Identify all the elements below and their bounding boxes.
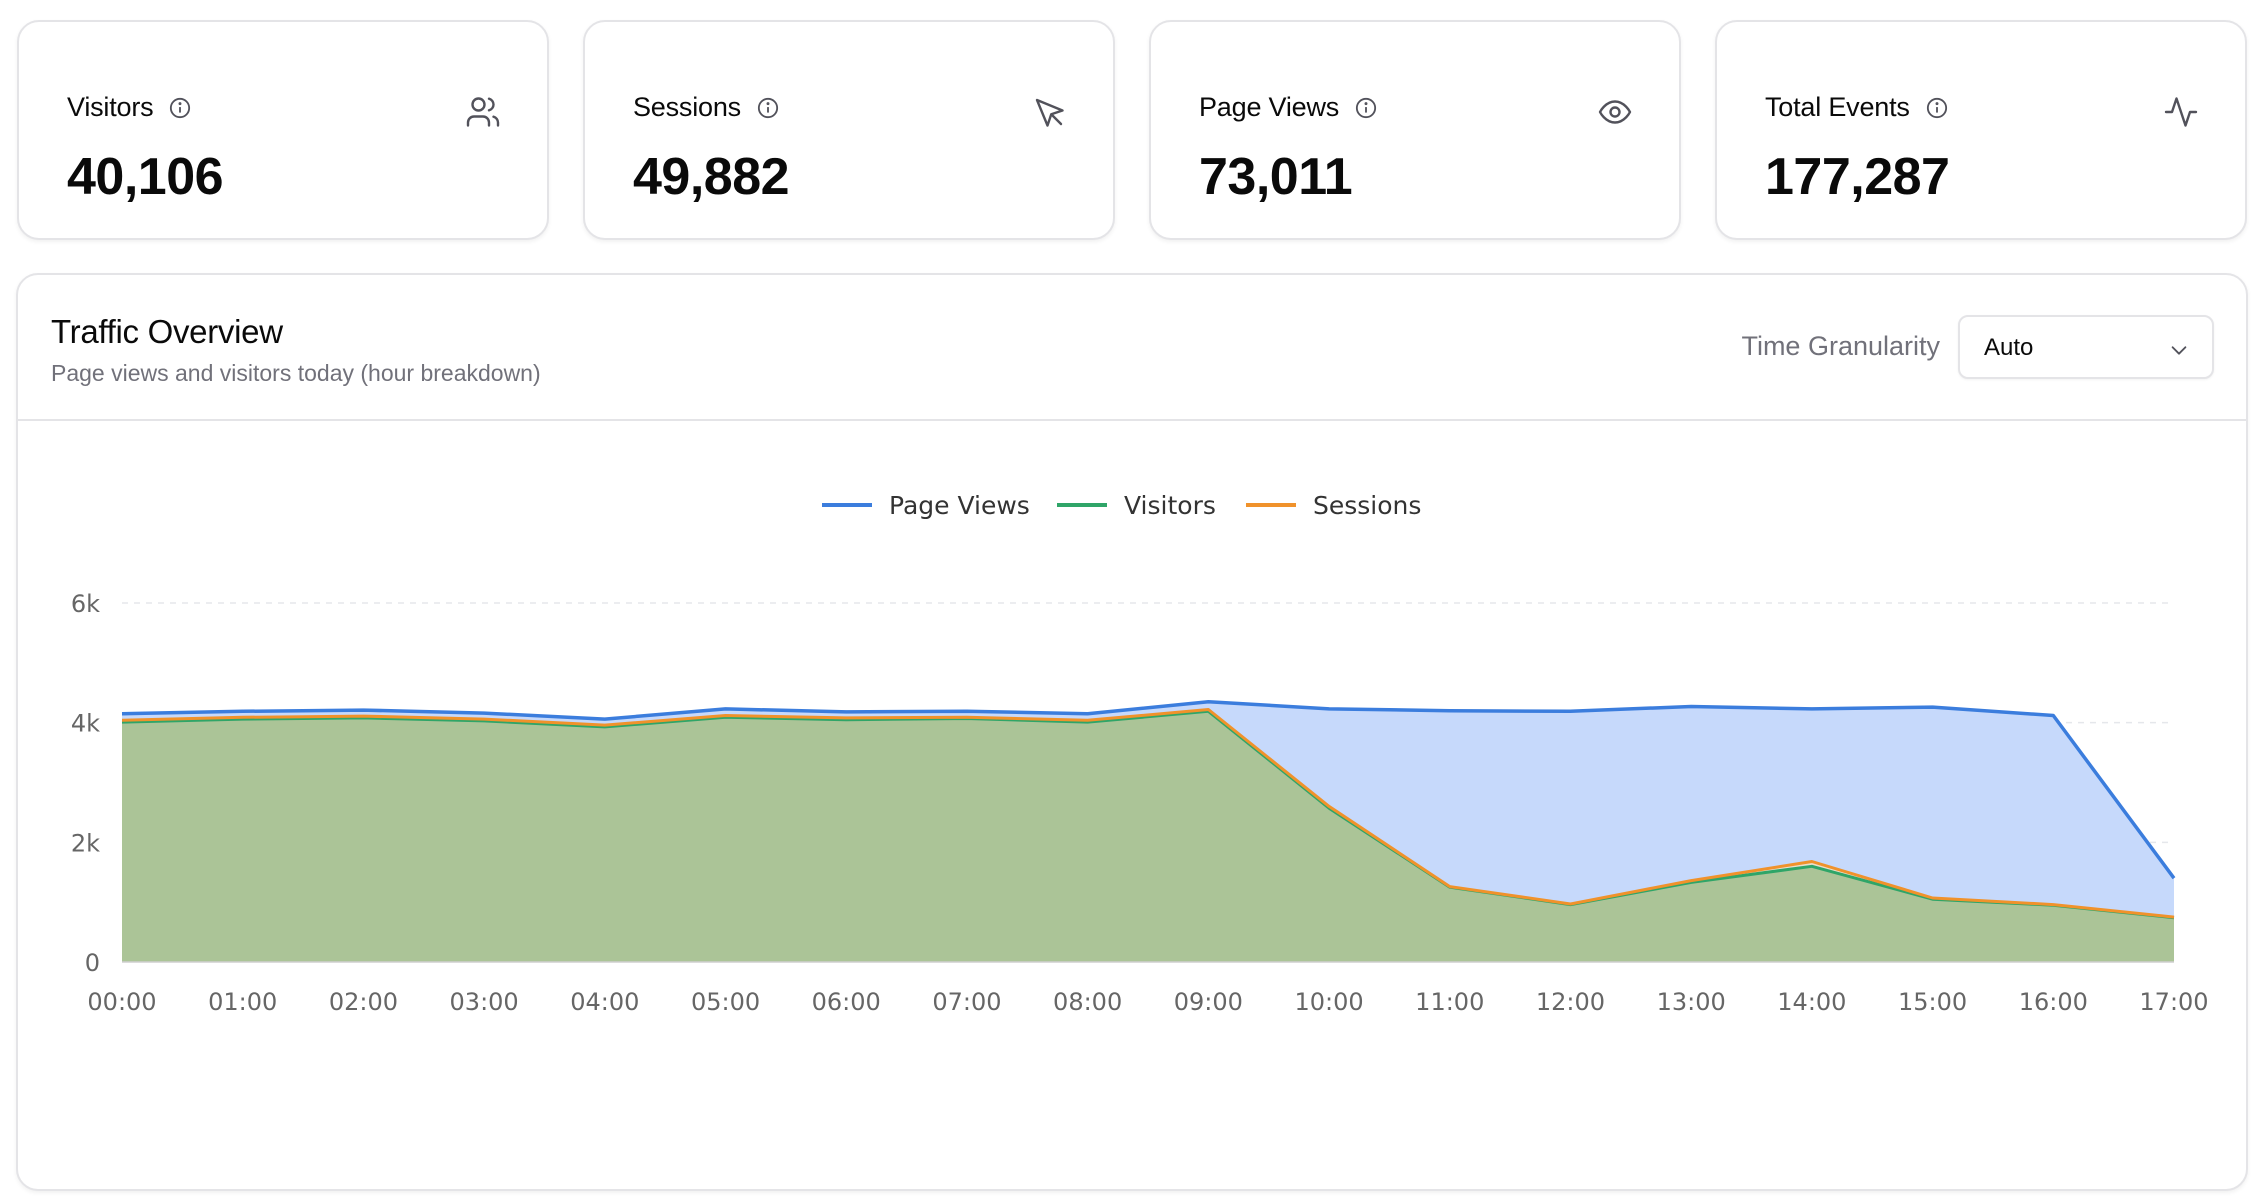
sessions-line [121,708,2175,919]
info-icon[interactable] [757,97,779,119]
stat-label: Page Views [1199,92,1340,122]
visitors-line [121,709,2175,920]
x-tick-label: 01:00 [208,988,277,1016]
stat-value: 49,882 [633,148,790,206]
stat-card-sessions: Sessions 49,882 [583,20,1115,240]
stat-label: Total Events [1765,92,1910,122]
panel-title: Traffic Overview [51,313,283,350]
x-tick-label: 16:00 [2019,988,2088,1016]
x-tick-label: 13:00 [1657,988,1726,1016]
chevron-down-icon [2171,346,2187,355]
x-tick-label: 08:00 [1053,988,1122,1016]
x-tick-label: 09:00 [1174,988,1243,1016]
stat-value: 177,287 [1765,148,1950,206]
x-tick-label: 17:00 [2139,988,2208,1016]
stat-value: 40,106 [67,148,224,206]
panel-subtitle: Page views and visitors today (hour brea… [51,360,541,386]
info-icon[interactable] [169,97,191,119]
stat-label: Sessions [633,92,741,122]
x-tick-label: 06:00 [812,988,881,1016]
info-icon[interactable] [1355,97,1377,119]
x-tick-label: 04:00 [570,988,639,1016]
legend-label: Visitors [1124,491,1216,520]
x-tick-label: 00:00 [87,988,156,1016]
x-tick-label: 15:00 [1898,988,1967,1016]
panel-header: Traffic Overview Page views and visitors… [18,275,2246,421]
visitors-area [122,711,2174,962]
x-tick-label: 10:00 [1294,988,1363,1016]
stat-card-page-views: Page Views 73,011 [1149,20,1681,240]
x-tick-label: 11:00 [1415,988,1484,1016]
x-tick-label: 07:00 [932,988,1001,1016]
y-tick-label: 6k [71,590,100,618]
legend-label: Sessions [1313,491,1421,520]
stat-card-total-events: Total Events 177,287 [1715,20,2247,240]
x-tick-label: 02:00 [329,988,398,1016]
y-tick-label: 2k [71,829,100,857]
legend-label: Page Views [889,491,1030,520]
granularity-select[interactable]: Auto [1958,315,2214,379]
stat-value: 73,011 [1199,148,1353,206]
y-tick-label: 4k [71,710,100,738]
granularity-value: Auto [1984,334,2034,361]
x-tick-label: 14:00 [1777,988,1846,1016]
users-icon [466,97,500,127]
stat-card-visitors: Visitors 40,106 [17,20,549,240]
x-tick-label: 05:00 [691,988,760,1016]
cursor-icon [1035,98,1064,127]
x-tick-label: 03:00 [450,988,519,1016]
info-icon[interactable] [1926,97,1948,119]
y-tick-label: 0 [85,949,100,977]
stat-label: Visitors [67,92,154,122]
x-tick-label: 12:00 [1536,988,1605,1016]
activity-icon [2164,97,2198,127]
page-views-line [121,699,2176,880]
eye-icon [1598,100,1632,124]
granularity-label: Time Granularity [1741,331,1940,361]
